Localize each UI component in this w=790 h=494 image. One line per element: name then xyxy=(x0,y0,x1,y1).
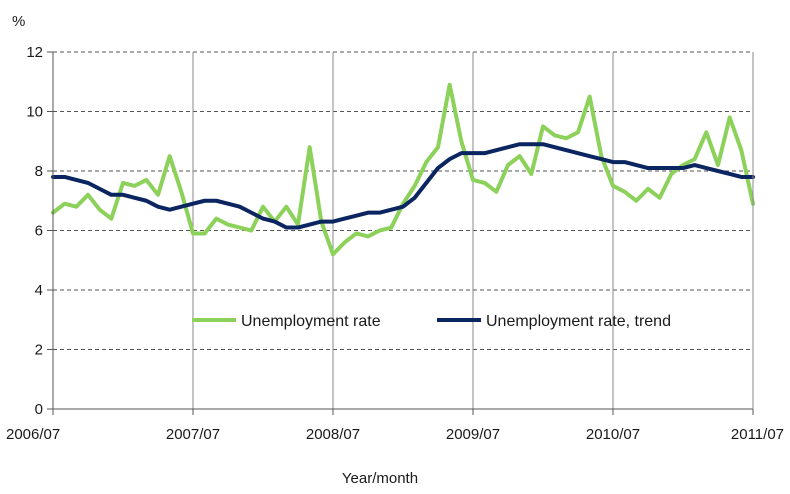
gridlines xyxy=(53,51,753,409)
series-line-unemployment-rate xyxy=(51,82,755,257)
y-tick-labels: 0 2 4 6 8 10 12 xyxy=(26,44,43,418)
series-lines xyxy=(51,82,755,257)
y-tick-label: 0 xyxy=(35,401,43,418)
series-line-unemployment-rate-trend xyxy=(51,142,755,230)
x-tick-label: 2008/07 xyxy=(306,426,360,443)
y-tick-label: 2 xyxy=(35,342,43,359)
y-axis-unit-label: % xyxy=(12,13,25,30)
x-tick-label: 2006/07 xyxy=(6,426,60,443)
legend-label-unemployment-rate: Unemployment rate xyxy=(241,313,381,330)
x-tick-label: 2010/07 xyxy=(586,426,640,443)
x-tick-label: 2007/07 xyxy=(166,426,220,443)
x-tick-label: 2011/07 xyxy=(731,426,784,443)
y-tick-label: 4 xyxy=(35,282,43,299)
y-tick-label: 8 xyxy=(35,163,43,180)
x-axis-title: Year/month xyxy=(342,470,418,487)
y-tick-label: 6 xyxy=(35,223,43,240)
axes xyxy=(47,51,754,415)
y-tick-label: 12 xyxy=(26,44,43,61)
x-tick-labels: 2006/07 2007/07 2008/07 2009/07 2010/07 2011/… xyxy=(6,426,784,443)
x-tick-label: 2009/07 xyxy=(446,426,500,443)
y-tick-label: 10 xyxy=(26,104,43,121)
legend-label-unemployment-rate-trend: Unemployment rate, trend xyxy=(486,313,671,330)
legend: Unemployment rate Unemployment rate, tre… xyxy=(192,313,671,330)
